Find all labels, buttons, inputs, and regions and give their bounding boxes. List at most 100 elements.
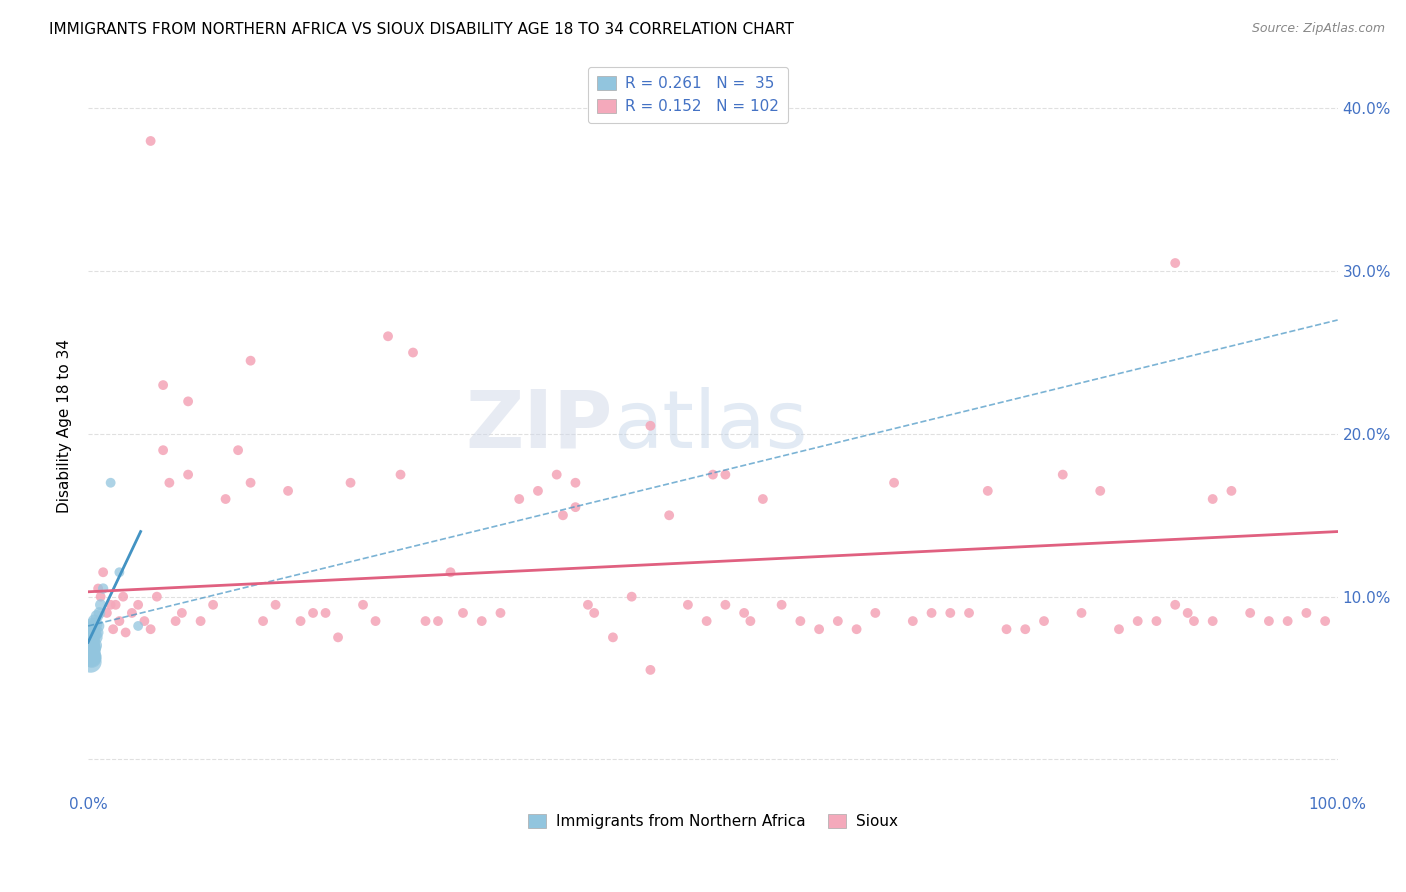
Point	[714, 598, 737, 612]
Point	[1202, 491, 1225, 506]
Point	[91, 566, 114, 580]
Text: Source: ZipAtlas.com: Source: ZipAtlas.com	[1251, 22, 1385, 36]
Point	[82, 617, 104, 632]
Point	[640, 418, 662, 433]
Point	[1070, 606, 1092, 620]
Point	[90, 590, 112, 604]
Point	[79, 641, 101, 656]
Point	[865, 606, 887, 620]
Point	[740, 614, 762, 628]
Point	[100, 475, 122, 490]
Point	[83, 614, 105, 628]
Point	[139, 134, 162, 148]
Point	[827, 614, 849, 628]
Point	[901, 614, 924, 628]
Point	[127, 598, 149, 612]
Point	[264, 598, 287, 612]
Point	[104, 598, 127, 612]
Point	[170, 606, 193, 620]
Point	[377, 329, 399, 343]
Point	[190, 614, 212, 628]
Point	[602, 631, 624, 645]
Point	[302, 606, 325, 620]
Point	[86, 609, 108, 624]
Point	[808, 622, 831, 636]
Point	[714, 467, 737, 482]
Point	[84, 631, 107, 645]
Point	[883, 475, 905, 490]
Point	[152, 378, 174, 392]
Point	[165, 614, 187, 628]
Text: ZIP: ZIP	[465, 387, 613, 465]
Point	[1277, 614, 1299, 628]
Point	[100, 598, 122, 612]
Point	[80, 639, 103, 653]
Point	[564, 475, 586, 490]
Point	[239, 475, 262, 490]
Point	[364, 614, 387, 628]
Point	[427, 614, 450, 628]
Point	[83, 639, 105, 653]
Point	[90, 598, 112, 612]
Point	[83, 625, 105, 640]
Point	[80, 651, 103, 665]
Point	[79, 622, 101, 636]
Point	[80, 631, 103, 645]
Point	[80, 622, 103, 636]
Point	[252, 614, 274, 628]
Point	[957, 606, 980, 620]
Point	[702, 467, 724, 482]
Point	[451, 606, 474, 620]
Point	[101, 622, 124, 636]
Point	[1052, 467, 1074, 482]
Point	[84, 617, 107, 632]
Point	[79, 639, 101, 653]
Y-axis label: Disability Age 18 to 34: Disability Age 18 to 34	[58, 339, 72, 513]
Point	[79, 647, 101, 661]
Point	[89, 606, 111, 620]
Point	[939, 606, 962, 620]
Point	[1202, 614, 1225, 628]
Point	[1177, 606, 1199, 620]
Point	[108, 566, 131, 580]
Point	[733, 606, 755, 620]
Point	[439, 566, 461, 580]
Point	[658, 508, 681, 523]
Point	[96, 606, 118, 620]
Point	[239, 353, 262, 368]
Point	[921, 606, 943, 620]
Point	[752, 491, 775, 506]
Point	[80, 647, 103, 661]
Point	[177, 394, 200, 409]
Point	[79, 635, 101, 649]
Point	[1090, 483, 1112, 498]
Point	[82, 649, 104, 664]
Point	[1033, 614, 1056, 628]
Point	[1220, 483, 1243, 498]
Point	[82, 641, 104, 656]
Point	[202, 598, 225, 612]
Point	[108, 614, 131, 628]
Point	[583, 606, 606, 620]
Point	[640, 663, 662, 677]
Point	[339, 475, 361, 490]
Point	[127, 619, 149, 633]
Point	[1014, 622, 1036, 636]
Point	[789, 614, 811, 628]
Point	[489, 606, 512, 620]
Point	[79, 641, 101, 656]
Point	[1295, 606, 1317, 620]
Point	[551, 508, 574, 523]
Point	[995, 622, 1018, 636]
Point	[146, 590, 169, 604]
Point	[112, 590, 135, 604]
Point	[290, 614, 312, 628]
Point	[389, 467, 412, 482]
Point	[315, 606, 337, 620]
Point	[134, 614, 156, 628]
Point	[1182, 614, 1205, 628]
Point	[352, 598, 374, 612]
Point	[79, 649, 101, 664]
Point	[1164, 256, 1187, 270]
Point	[620, 590, 643, 604]
